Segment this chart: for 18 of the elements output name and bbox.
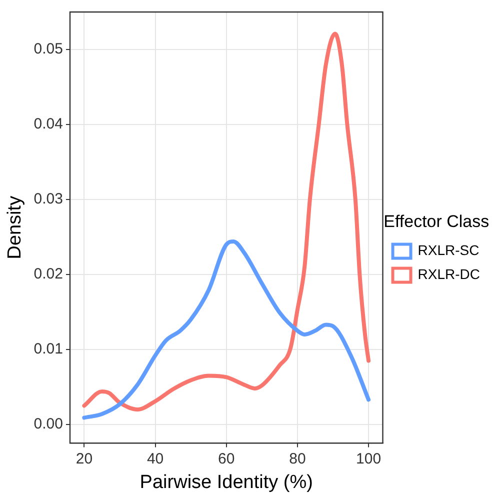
line-series <box>82 32 371 412</box>
legend-label: RXLR-SC <box>418 242 480 258</box>
x-tick-label: 100 <box>356 450 382 468</box>
y-tick-label: 0.03 <box>34 190 63 208</box>
x-axis-title: Pairwise Identity (%) <box>140 472 313 493</box>
y-tick-label: 0.05 <box>34 40 63 58</box>
y-axis-title: Density <box>4 195 26 260</box>
y-tick-label: 0.01 <box>34 340 63 358</box>
x-tick-label: 20 <box>76 450 93 468</box>
legend-label: RXLR-DC <box>418 266 480 282</box>
legend-title: Effector Class <box>384 212 490 231</box>
y-tick-label: 0.02 <box>34 266 63 283</box>
x-tick-label: 80 <box>289 450 306 468</box>
y-tick-label: 0.04 <box>34 116 63 133</box>
line-series <box>82 239 371 420</box>
y-tick-label: 0.00 <box>34 416 63 433</box>
x-tick-label: 40 <box>146 450 164 468</box>
x-tick-label: 60 <box>218 450 235 468</box>
